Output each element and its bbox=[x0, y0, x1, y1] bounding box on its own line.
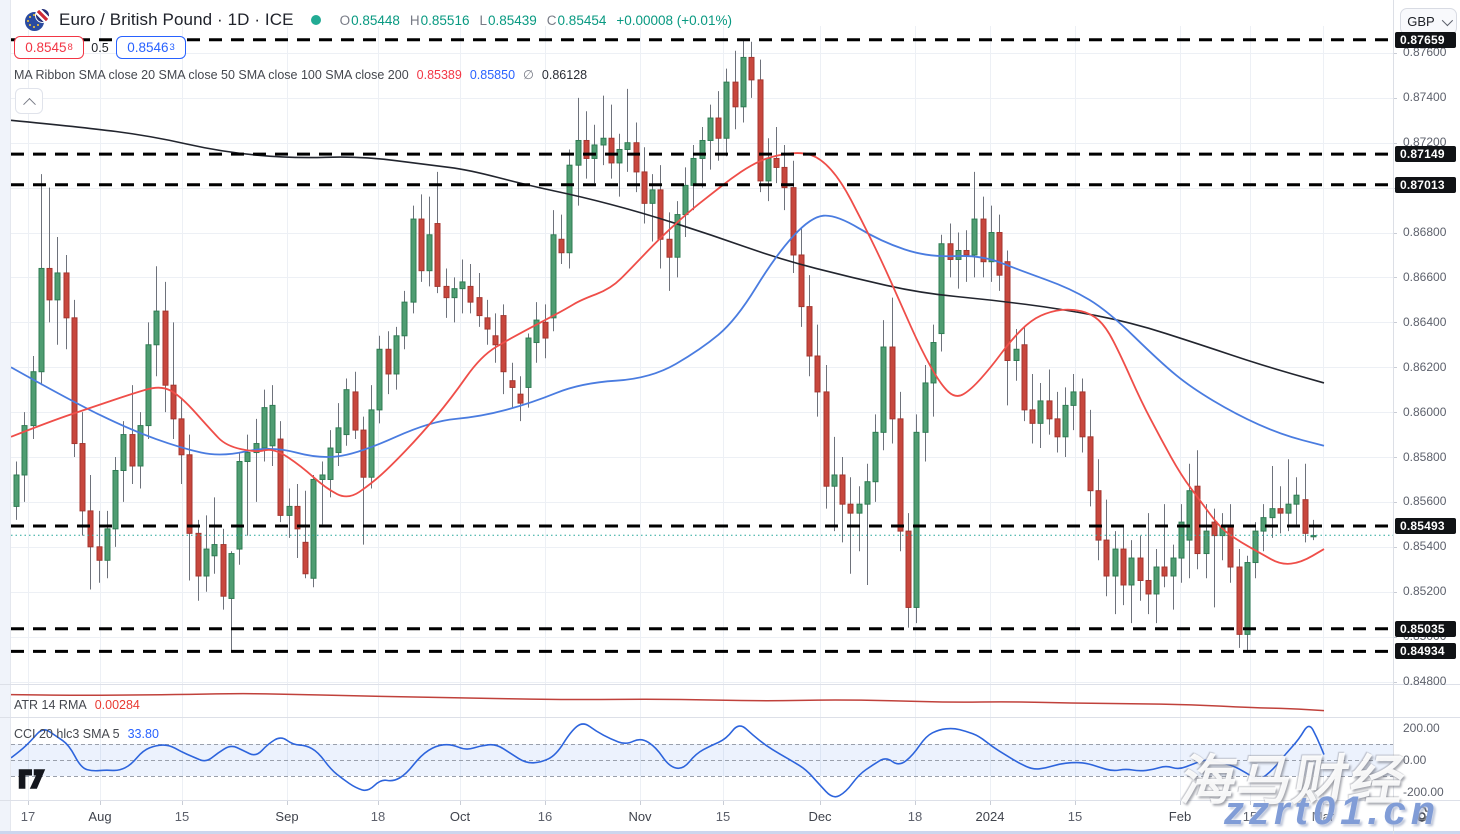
price-level-tag: 0.85035 bbox=[1395, 620, 1456, 637]
watermark-url: zzrt01.cn bbox=[1224, 789, 1441, 833]
left-toolbar-rail[interactable] bbox=[0, 0, 11, 834]
chevron-up-icon bbox=[22, 97, 36, 111]
bid-price-sup: 8 bbox=[67, 42, 73, 53]
price-scale-label: 0.87400 bbox=[1403, 90, 1447, 105]
cci-scale-label: -200.00 bbox=[1403, 784, 1444, 799]
time-axis-label: Oct bbox=[449, 809, 471, 824]
ohlc-open-value: 0.85448 bbox=[351, 12, 400, 28]
atr-label: ATR 14 RMA bbox=[14, 698, 87, 712]
bid-ask-row: 0.8545 8 0.5 0.8546 3 bbox=[14, 36, 186, 59]
sell-bid-button[interactable]: 0.8545 8 bbox=[14, 36, 84, 59]
chevron-down-icon bbox=[1441, 14, 1453, 26]
price-scale-label: 0.87200 bbox=[1403, 135, 1447, 150]
price-scale-label: 0.86000 bbox=[1403, 404, 1447, 419]
price-scale[interactable]: GBP 0.87600 0.87400 0.87200 0.86800 0.86600 0… bbox=[1393, 0, 1460, 834]
price-scale-label: 0.86200 bbox=[1403, 359, 1447, 374]
price-scale-label: 0.86400 bbox=[1403, 314, 1447, 329]
ask-price: 0.8546 bbox=[127, 40, 169, 55]
price-scale-label: 0.85800 bbox=[1403, 449, 1447, 464]
ma-ribbon-label: MA Ribbon SMA close 20 SMA close 50 SMA … bbox=[14, 68, 409, 82]
ohlc-close-key: C bbox=[546, 12, 557, 28]
symbol-title[interactable]: Euro / British Pound · 1D · ICE bbox=[59, 10, 294, 29]
price-scale-label: 0.87600 bbox=[1403, 45, 1447, 60]
price-scale-label: 0.85400 bbox=[1403, 539, 1447, 554]
price-scale-label: 0.85600 bbox=[1403, 494, 1447, 509]
spread-value: 0.5 bbox=[91, 40, 109, 55]
cci-scale-label: 200.00 bbox=[1403, 720, 1440, 735]
ma-ribbon-sma100-value: ∅ bbox=[523, 68, 534, 82]
ohlc-high-key: H bbox=[409, 12, 420, 28]
gear-icon[interactable] bbox=[1412, 806, 1432, 831]
buy-ask-button[interactable]: 0.8546 3 bbox=[116, 36, 186, 59]
ohlc-high-value: 0.85516 bbox=[420, 12, 470, 28]
time-axis-label: Dec bbox=[808, 809, 832, 824]
uk-flag-icon bbox=[35, 8, 50, 23]
eu-uk-flags-icon bbox=[24, 8, 50, 32]
price-level-tag: 0.84934 bbox=[1395, 643, 1456, 660]
time-axis-label: Nov bbox=[628, 809, 652, 824]
price-scale-label: 0.84800 bbox=[1403, 674, 1447, 688]
price-scale-label: 0.86800 bbox=[1403, 225, 1447, 240]
price-scale-label: 0.86600 bbox=[1403, 269, 1447, 284]
time-axis-label: 17 bbox=[20, 809, 36, 824]
ohlc-low-value: 0.85439 bbox=[487, 12, 537, 28]
currency-dropdown[interactable]: GBP bbox=[1400, 8, 1457, 35]
bottom-accent-bar bbox=[0, 831, 1460, 834]
ma-ribbon-sma20-value: 0.85389 bbox=[416, 68, 462, 82]
market-status-dot[interactable] bbox=[310, 15, 321, 25]
pane-separator-atr[interactable] bbox=[0, 684, 1460, 685]
time-axis-label: 15 bbox=[1067, 809, 1083, 824]
cci-value: 33.80 bbox=[127, 727, 159, 741]
ask-price-sup: 3 bbox=[169, 42, 175, 53]
time-axis-label: 15 bbox=[174, 809, 190, 824]
price-level-tag: 0.85493 bbox=[1395, 517, 1456, 534]
time-axis[interactable]: 17 Aug 15 Sep 18 Oct 16 Nov 15 Dec 18 2024 15 Feb 15 Ma… bbox=[0, 801, 1393, 831]
bid-price: 0.8545 bbox=[25, 40, 67, 55]
currency-label: GBP bbox=[1407, 14, 1435, 29]
cci-legend[interactable]: CCI 20 hlc3 SMA 5 33.80 bbox=[14, 727, 159, 741]
ohlc-open-key: O bbox=[339, 12, 351, 28]
time-axis-label: Mar bbox=[1311, 809, 1335, 824]
ma-ribbon-legend[interactable]: MA Ribbon SMA close 20 SMA close 50 SMA … bbox=[14, 67, 587, 82]
time-axis-label: 15 bbox=[715, 809, 731, 824]
ohlc-legend: O0.85448 H0.85516 L0.85439 C0.85454 +0.0… bbox=[340, 13, 732, 28]
ohlc-close-value: 0.85454 bbox=[557, 12, 607, 28]
legend-collapse-button[interactable] bbox=[15, 88, 43, 114]
symbol-header: Euro / British Pound · 1D · ICE O0.85448… bbox=[24, 7, 732, 33]
price-scale-label: 0.85200 bbox=[1403, 584, 1447, 599]
atr-value: 0.00284 bbox=[94, 698, 140, 712]
time-axis-label: Sep bbox=[275, 809, 299, 824]
time-axis-label: 18 bbox=[907, 809, 923, 824]
time-axis-label: 15 bbox=[1242, 809, 1258, 824]
price-level-tag: 0.87149 bbox=[1395, 146, 1456, 163]
cci-label: CCI 20 hlc3 SMA 5 bbox=[14, 727, 120, 741]
time-axis-label: 18 bbox=[370, 809, 386, 824]
time-axis-label: Aug bbox=[88, 809, 112, 824]
time-axis-label: 2024 bbox=[975, 809, 1005, 824]
time-axis-label: Feb bbox=[1168, 809, 1192, 824]
axis-separator bbox=[0, 800, 1460, 801]
time-axis-label: 16 bbox=[537, 809, 553, 824]
ohlc-change: +0.00008 (+0.01%) bbox=[616, 12, 732, 28]
ma-ribbon-sma50-value: 0.85850 bbox=[469, 68, 516, 82]
ma-ribbon-sma200-value: 0.86128 bbox=[541, 68, 588, 82]
pane-separator-cci[interactable] bbox=[0, 717, 1460, 718]
tradingview-logo[interactable] bbox=[17, 767, 47, 796]
price-level-tag: 0.87013 bbox=[1395, 176, 1456, 193]
ohlc-low-key: L bbox=[479, 12, 487, 28]
cci-scale-label: 0.00 bbox=[1403, 752, 1427, 767]
atr-legend[interactable]: ATR 14 RMA 0.00284 bbox=[14, 698, 140, 712]
price-level-tag: 0.87659 bbox=[1395, 31, 1456, 48]
